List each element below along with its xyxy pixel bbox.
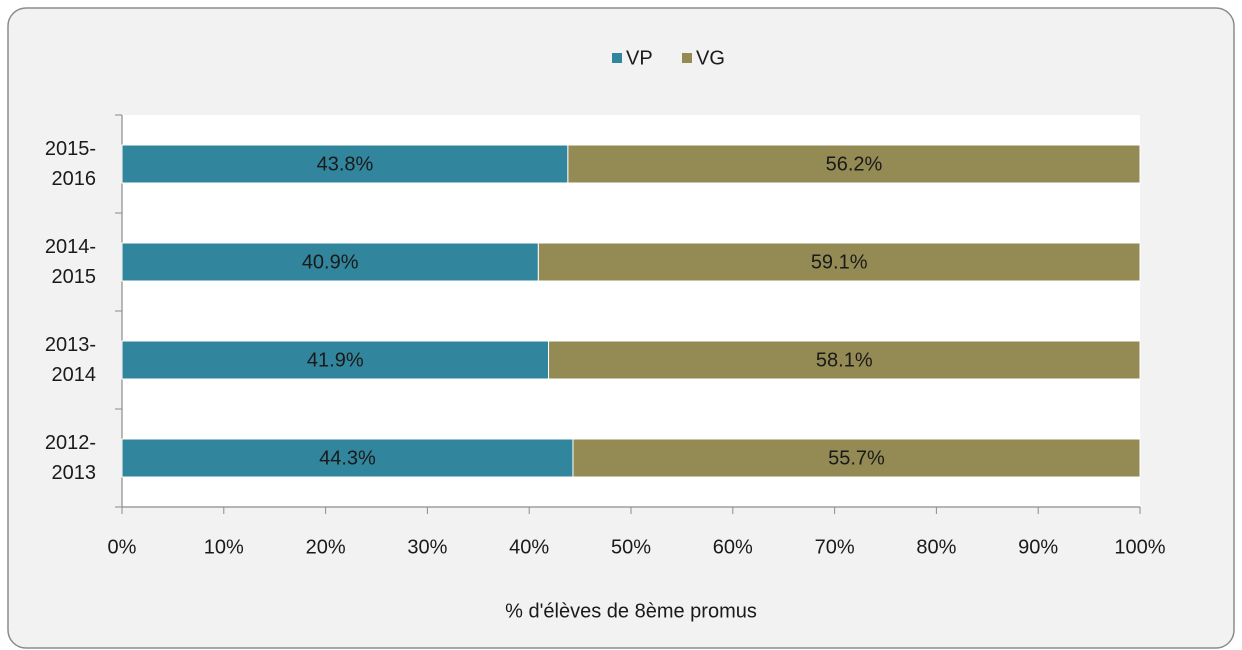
x-tick-label: 50% xyxy=(611,536,651,558)
x-axis-label: % d'élèves de 8ème promus xyxy=(505,600,757,622)
x-tick-label: 0% xyxy=(108,536,137,558)
bar-segment xyxy=(121,144,569,184)
x-tick-label: 40% xyxy=(509,536,549,558)
x-tick-label: 20% xyxy=(306,536,346,558)
data-label: 44.3% xyxy=(319,447,376,469)
x-tick-label: 70% xyxy=(815,536,855,558)
x-tick-label: 60% xyxy=(713,536,753,558)
legend-label: VG xyxy=(696,47,725,69)
data-label: 40.9% xyxy=(302,251,359,273)
bar-segment xyxy=(121,242,539,282)
x-tick-label: 80% xyxy=(916,536,956,558)
bar-segment xyxy=(548,340,1141,380)
x-tick-label: 30% xyxy=(407,536,447,558)
bar-segment xyxy=(572,438,1141,478)
data-label: 56.2% xyxy=(826,153,883,175)
y-tick-label: 2015-2016 xyxy=(44,138,96,190)
data-label: 59.1% xyxy=(811,251,868,273)
x-tick-label: 10% xyxy=(204,536,244,558)
bar-segment xyxy=(567,144,1141,184)
x-tick-label: 100% xyxy=(1114,536,1165,558)
legend-swatch xyxy=(612,53,622,63)
data-label: 43.8% xyxy=(317,153,374,175)
data-label: 58.1% xyxy=(816,349,873,371)
y-tick-label: 2013-2014 xyxy=(44,334,96,386)
bar-segment xyxy=(537,242,1141,282)
y-tick-label: 2012-2013 xyxy=(44,432,96,484)
legend-label: VP xyxy=(626,47,653,69)
legend-swatch xyxy=(682,53,692,63)
x-tick-label: 90% xyxy=(1018,536,1058,558)
data-label: 41.9% xyxy=(307,349,364,371)
data-label: 55.7% xyxy=(828,447,885,469)
bar-segment xyxy=(121,438,574,478)
y-tick-label: 2014-2015 xyxy=(44,236,96,288)
